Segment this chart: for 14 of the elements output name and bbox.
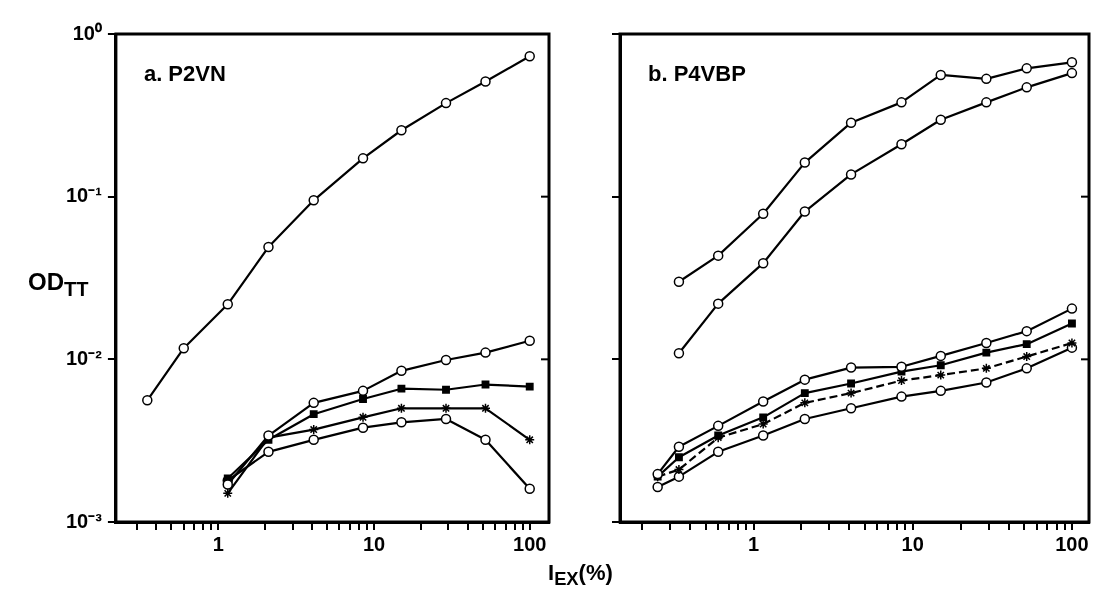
- y-tick-label: 10⁻³: [66, 509, 103, 532]
- x-tick-label: 100: [1055, 532, 1089, 555]
- x-tick-label: 1: [212, 532, 224, 555]
- text: a. P2VN: [143, 61, 226, 87]
- x-tick-label: 10: [362, 532, 386, 555]
- y-tick-label: 10⁻²: [66, 346, 103, 369]
- x-tick-label: 100: [513, 532, 547, 555]
- x-tick-label: 1: [747, 532, 760, 555]
- y-axis-title: OD$_{TT}$: [28, 268, 89, 301]
- y-tick-label: 10⁰: [72, 21, 102, 44]
- x-tick-label: 10: [901, 532, 924, 555]
- text: b. P4VBP: [648, 61, 746, 87]
- x-axis-title: I$_{EX}$(%): [548, 560, 613, 591]
- y-tick-label: 10⁻¹: [66, 184, 103, 207]
